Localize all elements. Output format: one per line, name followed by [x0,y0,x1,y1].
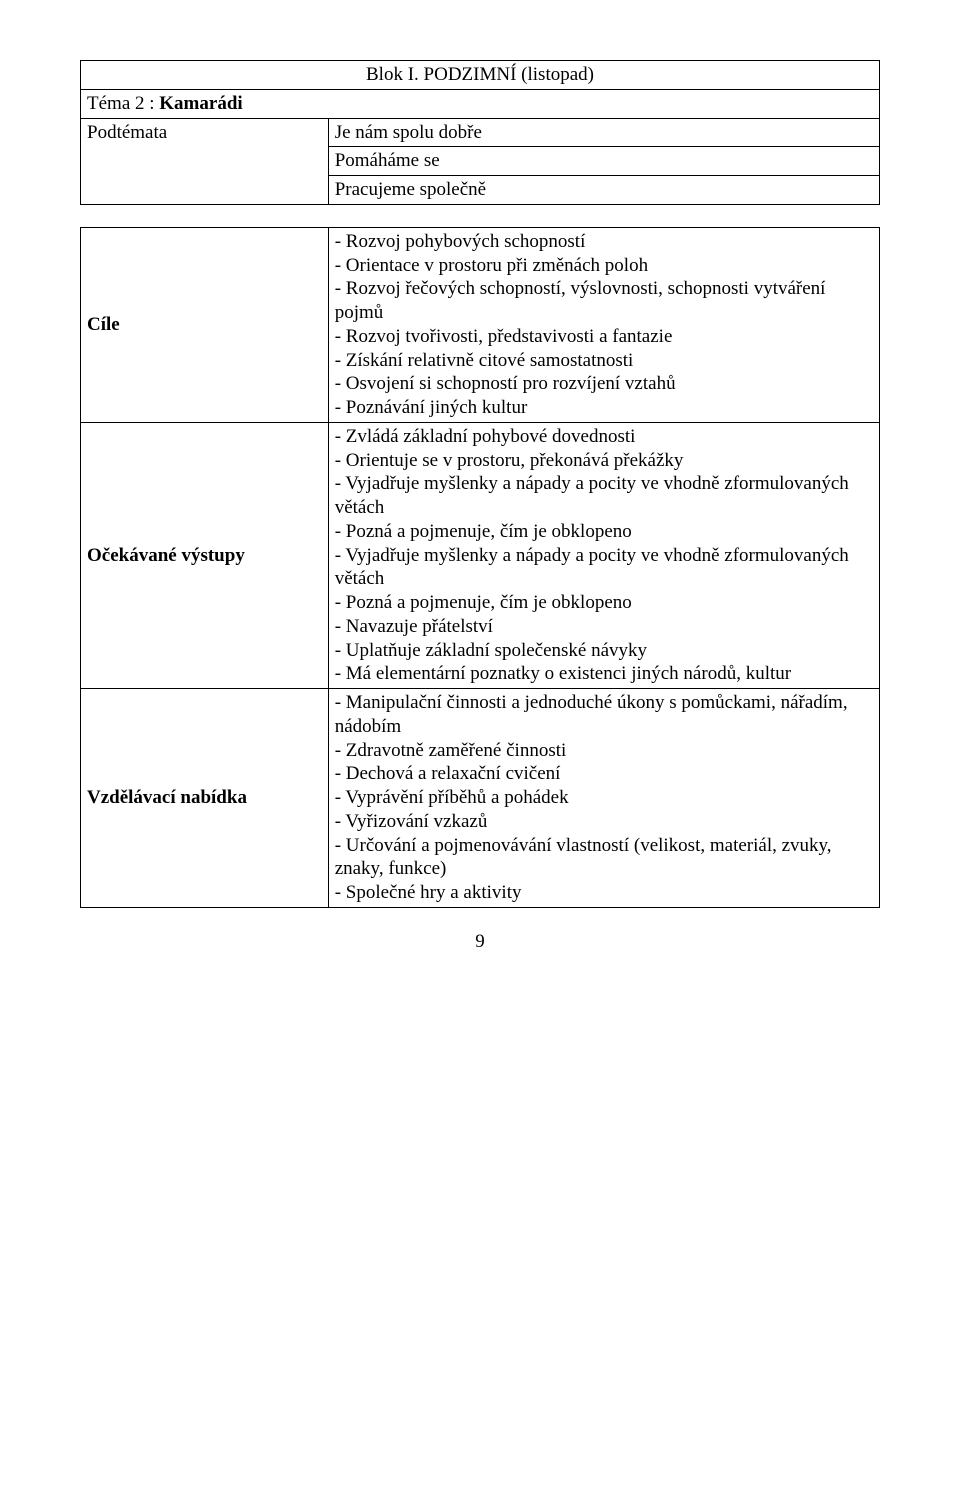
row-label-cell: Cíle [81,227,329,422]
content-line: - Pozná a pojmenuje, čím je obklopeno [335,591,873,615]
content-line: - Orientace v prostoru při změnách poloh [335,254,873,278]
subtheme-item-cell: Pomáháme se [328,147,879,176]
content-line: - Společné hry a aktivity [335,881,873,905]
content-line: - Vyjadřuje myšlenky a nápady a pocity v… [335,472,873,520]
subtheme-item-cell: Je nám spolu dobře [328,118,879,147]
content-line: - Určování a pojmenovávání vlastností (v… [335,834,873,882]
content-line: - Manipulační činnosti a jednoduché úkon… [335,691,873,739]
content-line: - Osvojení si schopností pro rozvíjení v… [335,372,873,396]
theme-row-cell: Téma 2 : Kamarádi [81,89,880,118]
subtheme-item-cell: Pracujeme společně [328,176,879,205]
content-line: - Dechová a relaxační cvičení [335,762,873,786]
content-line: - Rozvoj řečových schopností, výslovnost… [335,277,873,325]
content-line: - Pozná a pojmenuje, čím je obklopeno [335,520,873,544]
content-line: - Získání relativně citové samostatnosti [335,349,873,373]
content-line: - Vyjadřuje myšlenky a nápady a pocity v… [335,544,873,592]
content-line: - Má elementární poznatky o existenci ji… [335,662,873,686]
content-line: - Vyřizování vzkazů [335,810,873,834]
subtheme-label-cell: Podtémata [81,118,329,204]
content-line: - Navazuje přátelství [335,615,873,639]
content-line: - Poznávání jiných kultur [335,396,873,420]
page-number: 9 [80,930,880,954]
main-table: Cíle- Rozvoj pohybových schopností- Orie… [80,227,880,908]
content-line: - Orientuje se v prostoru, překonává pře… [335,449,873,473]
row-label-cell: Vzdělávací nabídka [81,689,329,908]
content-line: - Vyprávění příběhů a pohádek [335,786,873,810]
row-content-cell: - Rozvoj pohybových schopností- Orientac… [328,227,879,422]
row-content-cell: - Zvládá základní pohybové dovednosti- O… [328,422,879,688]
content-line: - Zvládá základní pohybové dovednosti [335,425,873,449]
row-label-cell: Očekávané výstupy [81,422,329,688]
row-content-cell: - Manipulační činnosti a jednoduché úkon… [328,689,879,908]
block-title-cell: Blok I. PODZIMNÍ (listopad) [81,61,880,90]
content-line: - Uplatňuje základní společenské návyky [335,639,873,663]
theme-bold: Kamarádi [159,93,242,114]
content-line: - Zdravotně zaměřené činnosti [335,739,873,763]
header-table: Blok I. PODZIMNÍ (listopad) Téma 2 : Kam… [80,60,880,205]
theme-label: Téma 2 : [87,93,159,114]
content-line: - Rozvoj pohybových schopností [335,230,873,254]
content-line: - Rozvoj tvořivosti, představivosti a fa… [335,325,873,349]
